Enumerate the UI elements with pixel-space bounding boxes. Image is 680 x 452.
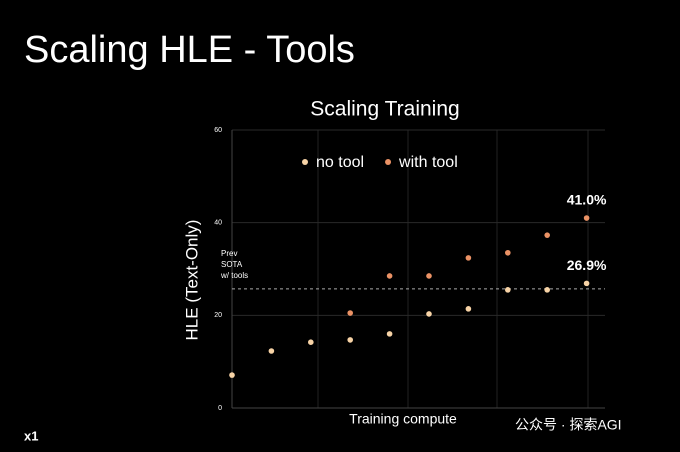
- reference-label: SOTA: [221, 260, 243, 269]
- legend-label: with tool: [398, 154, 458, 171]
- point: [465, 255, 472, 261]
- point: [386, 273, 393, 279]
- point: [544, 287, 550, 293]
- reference-label: Prev: [221, 249, 237, 258]
- logo: x1: [24, 428, 38, 443]
- legend-label: no tool: [316, 154, 364, 171]
- y-axis-label: HLE (Text-Only): [182, 220, 201, 341]
- point: [426, 311, 432, 317]
- legend-marker: [385, 159, 392, 165]
- y-tick-label: 60: [214, 127, 222, 134]
- point: [505, 249, 511, 256]
- reference-label: w/ tools: [220, 271, 248, 280]
- point: [426, 273, 432, 279]
- chart-title: Scaling Training: [310, 98, 459, 121]
- point: [229, 372, 235, 378]
- point: [347, 337, 354, 343]
- legend-marker: [302, 159, 308, 165]
- point: [268, 348, 275, 354]
- point: [308, 339, 314, 346]
- watermark: 公众号 · 探索AGI: [515, 417, 622, 433]
- point: [583, 280, 590, 287]
- point: [505, 287, 511, 293]
- point: [386, 331, 393, 337]
- point: [544, 232, 550, 238]
- point: [583, 215, 590, 221]
- x-axis-label: Training compute: [349, 411, 457, 427]
- value-label: 26.9%: [567, 257, 607, 273]
- slide-title: Scaling HLE - Tools: [24, 29, 355, 71]
- y-tick-label: 0: [218, 405, 222, 412]
- point: [465, 306, 472, 312]
- y-tick-label: 40: [214, 220, 222, 227]
- point: [347, 310, 354, 316]
- value-label: 41.0%: [567, 192, 607, 208]
- y-tick-label: 20: [214, 312, 222, 319]
